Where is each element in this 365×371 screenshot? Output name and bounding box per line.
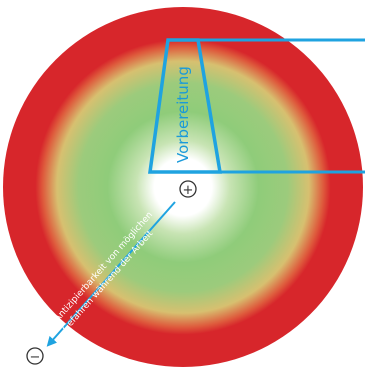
anticipation-axis-arrow: [46, 201, 176, 347]
plus-symbol: +: [183, 183, 194, 198]
minus-symbol: −: [30, 350, 41, 365]
segment-label: Vorbereitung: [174, 66, 192, 163]
plus-icon: [179, 180, 197, 198]
minus-icon: [26, 347, 44, 365]
risk-circle: [3, 7, 363, 367]
